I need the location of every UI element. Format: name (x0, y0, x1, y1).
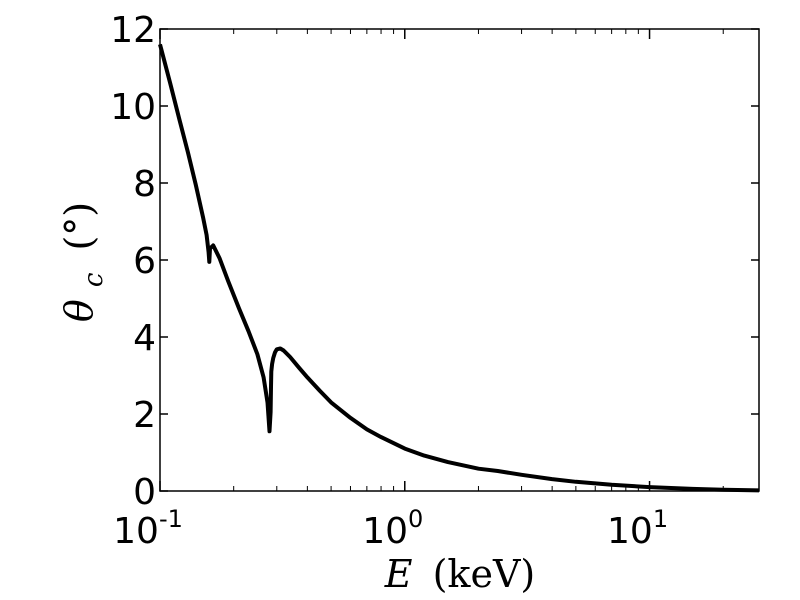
x-tick-base: 10 (362, 511, 408, 552)
y-tick-label: 4 (133, 318, 156, 359)
y-tick-label: 0 (133, 472, 156, 513)
y-axis-subscript: c (79, 272, 109, 287)
x-tick-base: 10 (607, 511, 653, 552)
y-axis-label: θ c (°) (57, 202, 111, 322)
y-tick-label: 2 (133, 395, 156, 436)
x-axis-label: E (keV) (384, 552, 535, 596)
x-tick-base: 10 (113, 511, 159, 552)
x-tick-label: 10-1 (113, 505, 183, 552)
y-tick-label: 12 (110, 10, 156, 51)
x-tick-label: 101 (607, 505, 668, 552)
series-layer (158, 43, 760, 493)
x-axis-symbol: E (384, 552, 413, 596)
y-axis-ticks: 0 2 4 6 8 10 12 (110, 10, 759, 513)
y-axis-symbol: θ (57, 299, 101, 322)
series-line (158, 43, 760, 493)
plot-frame (159, 28, 760, 492)
x-tick-exponent: -1 (159, 505, 183, 533)
y-axis-unit: (°) (57, 202, 101, 251)
x-axis-unit: (keV) (433, 552, 536, 596)
x-tick-exponent: 1 (653, 505, 668, 533)
y-tick-label: 8 (133, 164, 156, 205)
y-tick-label: 10 (110, 87, 156, 128)
y-tick-label: 6 (133, 241, 156, 282)
x-tick-label: 100 (362, 505, 423, 552)
x-tick-exponent: 0 (408, 505, 423, 533)
x-axis-ticks: 10-1 100 101 (113, 29, 724, 552)
